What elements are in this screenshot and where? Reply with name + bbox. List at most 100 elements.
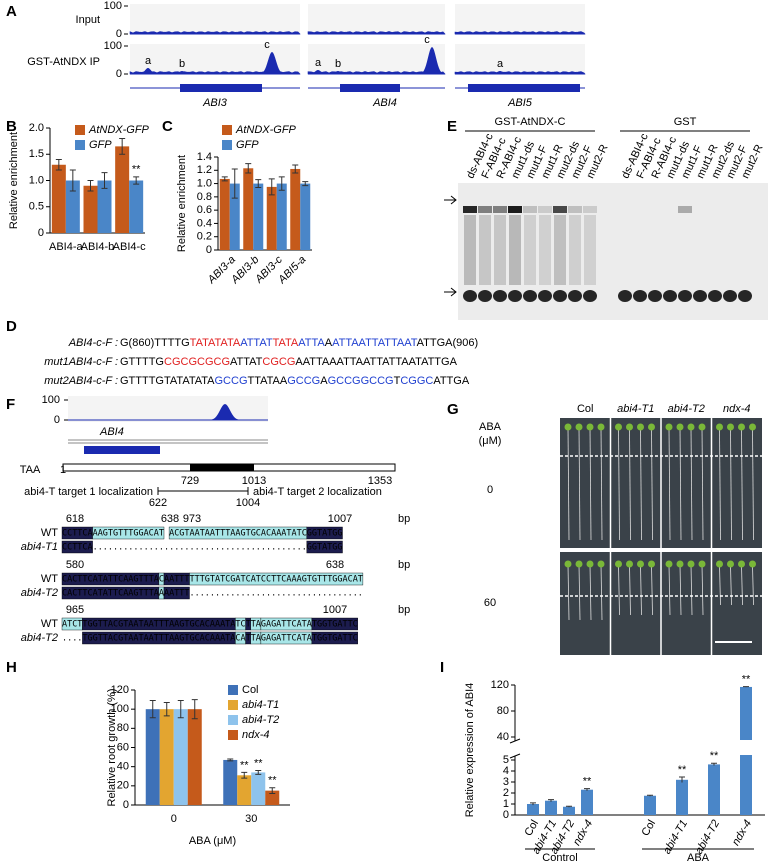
y-tick-label: 0.4 bbox=[197, 217, 212, 229]
error-bar bbox=[245, 163, 252, 174]
sequence-highlight bbox=[306, 526, 343, 540]
sequence-row: mut2ABI4-c-F : bbox=[44, 375, 118, 387]
sequence-part: T bbox=[394, 375, 401, 387]
y-tick-label: 1.5 bbox=[29, 148, 44, 160]
significance: ** bbox=[678, 764, 687, 776]
bar bbox=[83, 185, 98, 233]
sequence-part: GCCGGCCG bbox=[328, 375, 394, 387]
legend-label: AtNDX-GFP bbox=[235, 124, 297, 136]
error-bar bbox=[268, 178, 275, 196]
cotyledon bbox=[676, 560, 684, 568]
sequence-part: T bbox=[246, 634, 251, 644]
y-tick-label: 20 bbox=[117, 780, 129, 792]
root bbox=[578, 427, 581, 541]
panel-letter: G bbox=[447, 401, 459, 418]
sequence-part: GAGATTCATA bbox=[261, 634, 312, 644]
root bbox=[589, 564, 592, 621]
sequence-part: ATTAATTAT bbox=[332, 337, 391, 349]
x-axis-label: ABA (μM) bbox=[189, 835, 236, 847]
cotyledon bbox=[575, 423, 583, 431]
cotyledon bbox=[749, 423, 756, 431]
sequence-highlight bbox=[61, 540, 93, 554]
cotyledon bbox=[716, 423, 723, 431]
peak-label: c bbox=[424, 34, 430, 46]
sequence-part: AAGTGTTTGGACAT bbox=[93, 529, 164, 539]
root bbox=[719, 564, 721, 606]
error-bar bbox=[743, 686, 749, 688]
free-probe-band bbox=[523, 290, 537, 302]
sequence-row: mut1ABI4-c-F : bbox=[44, 356, 118, 368]
arrow bbox=[444, 287, 457, 297]
peak bbox=[329, 71, 347, 74]
peak-label: a bbox=[497, 58, 504, 70]
alignment-position: 965 bbox=[66, 604, 84, 616]
target-position: 622 bbox=[149, 497, 167, 509]
panel-letter: A bbox=[6, 3, 17, 20]
track-tick-label: 100 bbox=[104, 0, 122, 12]
root bbox=[578, 564, 581, 621]
cotyledon bbox=[738, 423, 745, 431]
peak bbox=[139, 68, 157, 74]
sequence-part: CGCG bbox=[262, 356, 295, 368]
cotyledon bbox=[626, 423, 633, 431]
sequence-part: CACTTCATATTCAAGTTTA bbox=[62, 575, 159, 585]
alignment-row-name: abi4-T2 bbox=[21, 632, 58, 644]
row-label: 60 bbox=[484, 597, 496, 609]
sequence-part: GGTATGG bbox=[307, 529, 343, 539]
sequence-part: ATCT bbox=[62, 620, 82, 630]
peak-label: b bbox=[179, 58, 185, 70]
free-probe-band bbox=[583, 290, 597, 302]
arrow bbox=[444, 195, 457, 205]
significance: ** bbox=[583, 776, 592, 788]
y-tick-label: 4 bbox=[503, 765, 509, 777]
sequence-name: mut1ABI4-c-F : bbox=[44, 356, 118, 368]
cotyledon bbox=[597, 423, 605, 431]
free-probe-band bbox=[568, 290, 582, 302]
significance: ** bbox=[254, 757, 263, 769]
sequence-part: GTTTTG bbox=[120, 356, 164, 368]
y-tick-label: 100 bbox=[111, 703, 129, 715]
target-label: abi4-T target 2 localization bbox=[253, 486, 382, 498]
gene-body bbox=[468, 84, 580, 92]
panel-letter: I bbox=[440, 659, 444, 676]
y-tick-label: 1.0 bbox=[29, 174, 44, 186]
panel-letter: H bbox=[6, 659, 17, 676]
y-tick-label: 0.5 bbox=[29, 201, 44, 213]
column-label: abi4-T2 bbox=[668, 403, 705, 415]
smear bbox=[464, 215, 476, 285]
track-window bbox=[455, 4, 585, 34]
track-label: GST-AtNDX IP bbox=[27, 56, 100, 68]
alignment-position: 618 bbox=[66, 513, 84, 525]
bar bbox=[237, 775, 252, 805]
alignment-row-name: abi4-T1 bbox=[21, 541, 58, 553]
cds-target bbox=[190, 464, 254, 471]
bar bbox=[159, 709, 174, 805]
cotyledon bbox=[687, 560, 695, 568]
cotyledon bbox=[687, 423, 695, 431]
free-probe-band bbox=[478, 290, 492, 302]
free-probe-band bbox=[633, 290, 647, 302]
sequence-part: GCCG bbox=[287, 375, 320, 387]
cotyledon bbox=[738, 560, 745, 568]
alignment-position: 638 bbox=[326, 559, 344, 571]
bar bbox=[253, 183, 264, 250]
sequence-part: CGCGCGCG bbox=[164, 356, 230, 368]
sequence-highlight bbox=[311, 631, 358, 645]
cotyledon bbox=[749, 560, 756, 568]
sequence-part: TGGTGATTC bbox=[312, 634, 358, 644]
peak-label: b bbox=[335, 58, 341, 70]
sequence-part: A bbox=[159, 589, 164, 599]
track-window bbox=[130, 4, 300, 34]
sequence-row: ABI4-c-F : bbox=[68, 337, 118, 349]
map-position: 729 bbox=[181, 475, 199, 487]
sequence-part: ........................................… bbox=[93, 543, 307, 553]
column-label: abi4-T1 bbox=[617, 403, 654, 415]
free-probe-band bbox=[693, 290, 707, 302]
significance: ** bbox=[710, 750, 719, 762]
y-tick-label: 80 bbox=[497, 705, 509, 717]
x-tick-label: 0 bbox=[171, 813, 177, 825]
y-tick-label: 0.6 bbox=[197, 204, 212, 216]
cotyledon bbox=[586, 560, 594, 568]
alignment-row-name: abi4-T2 bbox=[21, 587, 58, 599]
smear bbox=[554, 215, 566, 285]
